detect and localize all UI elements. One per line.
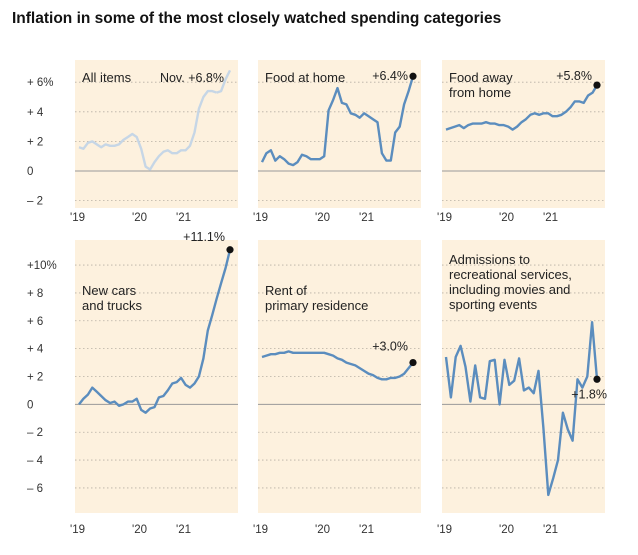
series-line xyxy=(444,321,599,497)
x-tick-label: '19 xyxy=(70,524,85,536)
panel-label: Rent of xyxy=(265,283,307,298)
series-line-highlight xyxy=(216,69,232,94)
end-point-dot xyxy=(593,81,601,89)
panel-label: New cars xyxy=(82,283,137,298)
panel-4: +10% + 8 + 6 + 4 + 2 0 – 2 – 4 – 6 '19 '20 '21 New c… xyxy=(27,230,238,536)
x-tick-label: '20 xyxy=(499,212,514,224)
y-tick-label: + 2 xyxy=(27,136,43,148)
y-tick-label: – 6 xyxy=(27,483,43,495)
series-line xyxy=(261,350,414,381)
series-line xyxy=(260,75,415,167)
y-tick-label: 0 xyxy=(27,399,33,411)
y-tick-label: – 2 xyxy=(27,196,43,208)
x-tick-label: '19 xyxy=(70,212,85,224)
x-tick-label: '19 xyxy=(253,524,268,536)
chart-title: Inflation in some of the most closely wa… xyxy=(12,10,502,27)
end-value-label: +5.8% xyxy=(556,69,592,83)
end-value-label: Nov. +6.8% xyxy=(160,71,224,85)
x-tick-label: '20 xyxy=(499,524,514,536)
y-tick-label: + 8 xyxy=(27,288,43,300)
panel-label: from home xyxy=(449,85,511,100)
x-tick-label: '21 xyxy=(359,212,374,224)
x-tick-label: '21 xyxy=(543,524,558,536)
panel-label: primary residence xyxy=(265,298,368,313)
end-value-label: +11.1% xyxy=(183,230,225,244)
end-value-label: +1.8% xyxy=(571,387,607,401)
end-point-dot xyxy=(409,358,417,367)
panel-1: + 6% + 4 + 2 0 – 2 '19 '20 '21 All items Nov. +6.… xyxy=(27,60,238,224)
panel-2: '19 '20 '21 Food at home +6.4% xyxy=(253,60,421,224)
panel-label: recreational services, xyxy=(449,267,572,282)
series-line xyxy=(78,249,232,414)
end-point-dot xyxy=(409,72,417,80)
end-value-label: +3.0% xyxy=(372,340,408,354)
y-tick-label: + 2 xyxy=(27,372,43,384)
x-tick-label: '20 xyxy=(132,212,147,224)
y-tick-label: + 4 xyxy=(27,344,44,356)
x-tick-label: '21 xyxy=(543,212,558,224)
x-tick-label: '20 xyxy=(315,212,330,224)
x-tick-label: '20 xyxy=(315,524,330,536)
panel-background xyxy=(442,60,605,208)
y-tick-label: – 2 xyxy=(27,427,43,439)
x-tick-label: '19 xyxy=(437,524,452,536)
panel-label: Food at home xyxy=(265,70,345,85)
panel-label: including movies and xyxy=(449,282,570,297)
panel-label: Food away xyxy=(449,70,513,85)
y-tick-label: – 4 xyxy=(27,455,44,467)
x-tick-label: '20 xyxy=(132,524,147,536)
x-tick-label: '21 xyxy=(176,212,191,224)
panel-label: sporting events xyxy=(449,297,538,312)
x-tick-label: '19 xyxy=(437,212,452,224)
x-tick-label: '21 xyxy=(176,524,191,536)
y-tick-label: +10% xyxy=(27,260,57,272)
panel-label: and trucks xyxy=(82,298,142,313)
panel-label: All items xyxy=(82,70,132,85)
end-value-label: +6.4% xyxy=(372,69,408,83)
panel-background xyxy=(75,60,238,208)
end-point-dot xyxy=(593,375,601,383)
end-point-dot xyxy=(226,246,234,254)
y-tick-label: + 6 xyxy=(27,316,43,328)
series-line-faded xyxy=(78,89,218,171)
panel-label: Admissions to xyxy=(449,252,530,267)
y-tick-label: + 4 xyxy=(27,107,44,119)
y-tick-label: 0 xyxy=(27,166,33,178)
y-tick-label: + 6% xyxy=(27,77,54,89)
x-tick-label: '21 xyxy=(359,524,374,536)
x-tick-label: '19 xyxy=(253,212,268,224)
series-line xyxy=(445,84,599,131)
